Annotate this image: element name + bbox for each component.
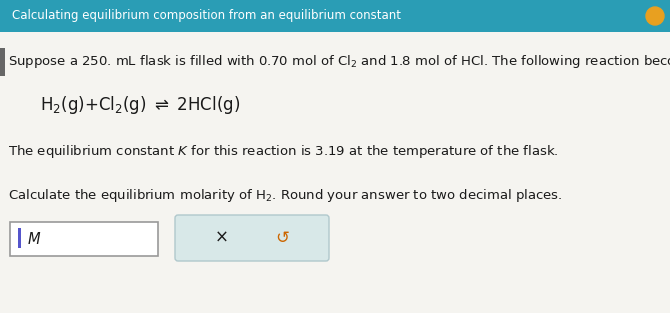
Text: H$_2$(g)+Cl$_2$(g) $\rightleftharpoons$ 2HCl(g): H$_2$(g)+Cl$_2$(g) $\rightleftharpoons$ … (40, 94, 241, 116)
Bar (0, 0, 670, 32)
Bar (18, 228, 21, 248)
Text: M: M (28, 232, 41, 247)
Text: ↺: ↺ (275, 229, 289, 247)
Text: Calculating equilibrium composition from an equilibrium constant: Calculating equilibrium composition from… (12, 9, 401, 23)
FancyBboxPatch shape (175, 215, 329, 261)
Circle shape (646, 7, 664, 25)
Bar (0, 48, 5, 76)
Text: Suppose a 250. mL flask is filled with 0.70 mol of Cl$_2$ and 1.8 mol of HCl. Th: Suppose a 250. mL flask is filled with 0… (8, 54, 670, 70)
FancyBboxPatch shape (10, 222, 158, 256)
Text: ×: × (215, 229, 229, 247)
Text: The equilibrium constant $\mathit{K}$ for this reaction is 3.19 at the temperatu: The equilibrium constant $\mathit{K}$ fo… (8, 143, 559, 161)
Text: Calculate the equilibrium molarity of H$_2$. Round your answer to two decimal pl: Calculate the equilibrium molarity of H$… (8, 187, 562, 204)
Bar (0, 32, 670, 313)
